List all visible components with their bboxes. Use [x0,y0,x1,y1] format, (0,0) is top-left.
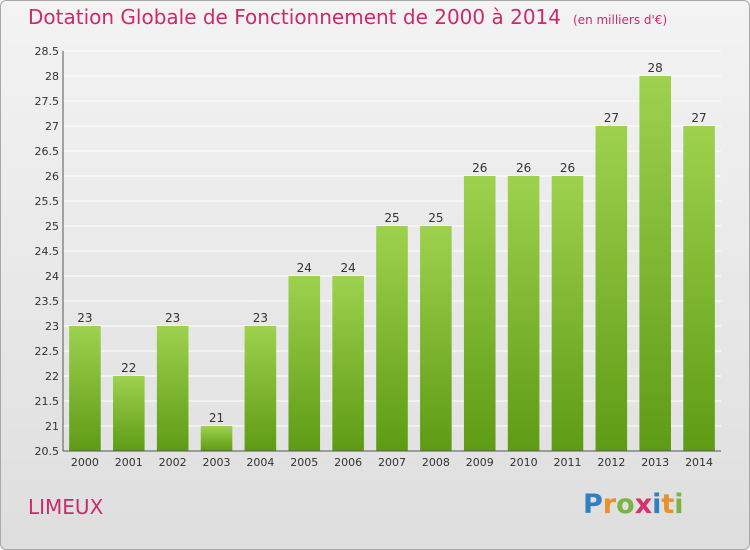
bar [244,326,277,451]
x-tick-label: 2007 [378,456,406,469]
bar-value-label: 23 [253,311,268,325]
x-tick-label: 2008 [422,456,450,469]
y-tick-label: 24.5 [35,245,60,258]
x-tick-label: 2013 [641,456,669,469]
chart-title-block: Dotation Globale de Fonctionnement de 20… [28,5,667,29]
y-tick-label: 28.5 [35,45,60,58]
y-tick-label: 21 [45,420,59,433]
bar [69,326,101,451]
x-tick-label: 2003 [203,456,231,469]
bar [683,126,715,451]
bar [200,426,233,451]
y-tick-label: 20.5 [35,445,60,458]
x-tick-label: 2011 [553,456,581,469]
x-tick-label: 2005 [290,456,318,469]
y-tick-label: 28 [45,70,59,83]
bar [639,76,671,451]
proxiti-logo: Proxiti [583,489,684,520]
chart-unit: (en milliers d'€) [573,13,668,27]
y-tick-label: 22.5 [35,345,60,358]
bar-value-label: 24 [297,261,312,275]
y-tick-label: 27 [45,120,59,133]
logo-letter: r [602,489,617,520]
y-tick-label: 22 [45,370,59,383]
bar-value-label: 27 [691,111,706,125]
bar-value-label: 24 [340,261,355,275]
y-tick-label: 26.5 [35,145,60,158]
y-tick-label: 25 [45,220,59,233]
y-tick-label: 23 [45,320,59,333]
x-tick-label: 2002 [159,456,187,469]
bar [332,276,364,451]
logo-letter: x [634,489,653,520]
x-tick-label: 2006 [334,456,362,469]
x-tick-label: 2009 [466,456,494,469]
bar [551,176,584,451]
bar-value-label: 26 [560,161,575,175]
bar [156,326,189,451]
place-name: LIMEUX [28,495,104,519]
bar [420,226,452,451]
bar [376,226,408,451]
bar-value-label: 21 [209,411,224,425]
chart-title: Dotation Globale de Fonctionnement de 20… [28,5,561,29]
logo-letter: i [652,489,662,520]
bar-value-label: 23 [77,311,92,325]
axes: 20.5 21 21.5 22 22.5 23 23.5 24 24.5 25 25.5 26 26.5… [35,45,721,469]
x-tick-label: 2000 [71,456,99,469]
y-tick-label: 27.5 [35,95,60,108]
logo-letter: i [674,489,684,520]
x-tick-label: 2014 [685,456,713,469]
bar-value-label: 28 [648,61,663,75]
logo-letter: o [616,489,635,520]
logo-letter: P [583,489,603,520]
bar [113,376,145,451]
y-tick-label: 23.5 [35,295,60,308]
y-tick-label: 26 [45,170,59,183]
bar [463,176,496,451]
bar-value-label: 22 [121,361,136,375]
bar-value-label: 27 [604,111,619,125]
bar [288,276,321,451]
x-tick-label: 2001 [115,456,143,469]
x-tick-label: 2012 [597,456,625,469]
x-tick-label: 2010 [510,456,538,469]
y-tick-label: 24 [45,270,59,283]
bar-value-label: 25 [384,211,399,225]
bars [69,76,715,451]
bar-value-label: 25 [428,211,443,225]
y-tick-label: 25.5 [35,195,60,208]
bar-value-label: 26 [472,161,487,175]
bar-value-label: 26 [516,161,531,175]
logo-letter: t [661,489,675,520]
bar-value-label: 23 [165,311,180,325]
bar [507,176,540,451]
x-tick-label: 2004 [246,456,274,469]
y-tick-label: 21.5 [35,395,60,408]
bar [595,126,628,451]
